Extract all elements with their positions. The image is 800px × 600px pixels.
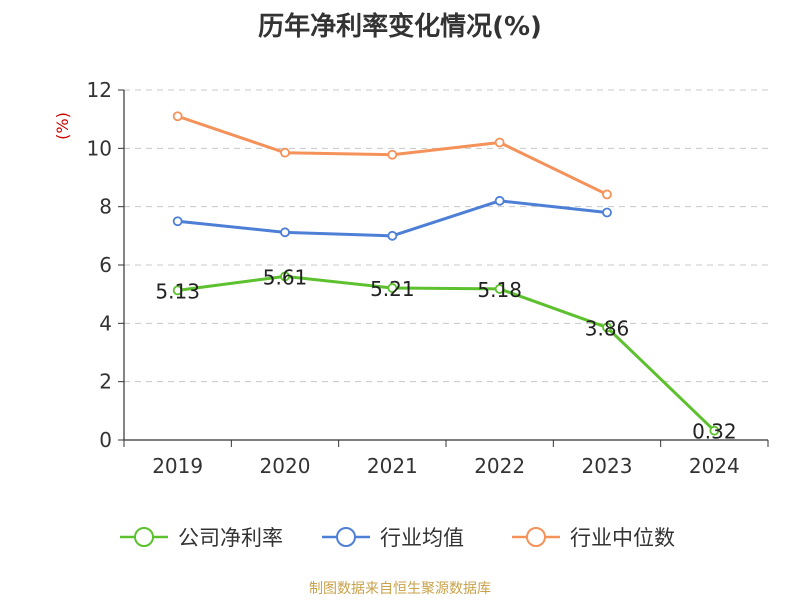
data-point (172, 111, 183, 122)
data-point (494, 284, 505, 294)
data-point (172, 216, 183, 227)
data-label: 5.21 (370, 277, 415, 301)
data-label: 5.18 (477, 278, 522, 302)
data-point (387, 283, 398, 293)
data-point (494, 137, 505, 148)
data-point (280, 271, 290, 282)
data-label: 3.86 (585, 316, 630, 340)
source-note: 制图数据来自恒生聚源数据库 (309, 581, 491, 597)
legend-label: 公司净利率 (178, 526, 283, 550)
data-point (709, 425, 720, 436)
x-tick-label: 2019 (152, 454, 203, 478)
legend-marker (526, 527, 546, 547)
legend-label: 行业均值 (380, 526, 464, 550)
legend-marker (336, 527, 356, 547)
data-label: 5.13 (155, 279, 200, 303)
data-label: 5.61 (263, 265, 308, 289)
legend-marker (134, 527, 154, 547)
data-point (602, 189, 612, 200)
x-tick-label: 2020 (260, 454, 311, 478)
series-line (177, 199, 608, 238)
x-tick-label: 2021 (367, 454, 418, 478)
y-tick-label: 12 (87, 78, 112, 102)
chart-title: 历年净利率变化情况(%) (258, 12, 542, 42)
y-axis-label: (%) (53, 112, 72, 140)
data-point (172, 285, 183, 296)
legend-label: 行业中位数 (570, 526, 675, 550)
series-line (177, 274, 716, 432)
y-tick-label: 4 (99, 311, 112, 335)
y-tick-label: 2 (99, 370, 112, 394)
y-tick-label: 8 (99, 195, 112, 219)
data-point (602, 322, 612, 333)
y-tick-label: 0 (99, 428, 112, 452)
x-tick-label: 2023 (582, 454, 633, 478)
data-point (280, 147, 290, 158)
data-label: 0.32 (692, 420, 737, 444)
x-tick-label: 2024 (689, 454, 740, 478)
data-point (494, 195, 505, 206)
data-point (602, 207, 612, 218)
y-tick-label: 6 (99, 253, 112, 277)
data-point (280, 227, 290, 238)
data-point (387, 230, 398, 241)
x-tick-label: 2022 (474, 454, 525, 478)
data-point (387, 149, 398, 160)
y-tick-label: 10 (87, 136, 112, 160)
